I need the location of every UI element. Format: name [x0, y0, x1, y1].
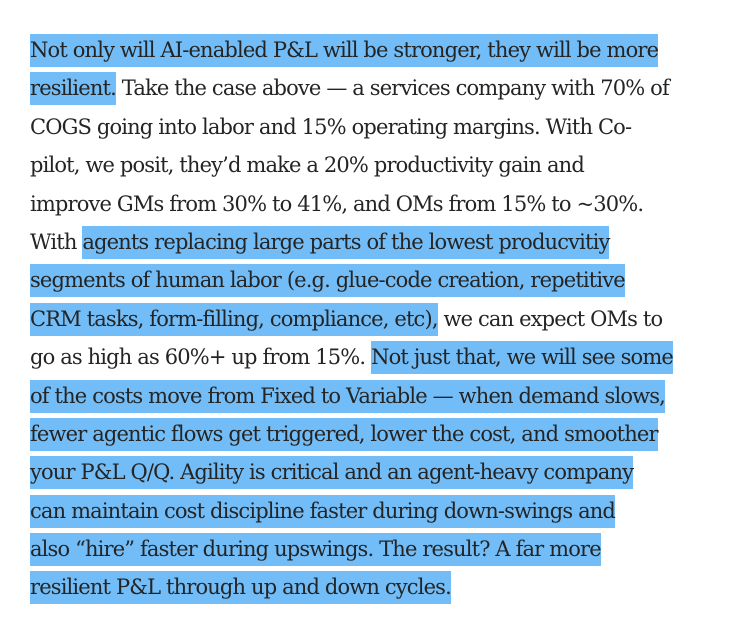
text-line: resilient. Take the case above — a servi…	[30, 69, 720, 107]
highlighted-text[interactable]: your P&L Q/Q. Agility is critical and an…	[30, 456, 634, 490]
plain-text[interactable]: improve GMs from 30% to 41%, and OMs fro…	[30, 191, 644, 216]
text-line: of the costs move from Fixed to Variable…	[30, 377, 720, 415]
text-line: pilot, we posit, they’d make a 20% produ…	[30, 146, 720, 184]
plain-text[interactable]: With	[30, 229, 83, 254]
plain-text[interactable]: go as high as 60%+ up from 15%.	[30, 345, 372, 370]
article-paragraph[interactable]: Not only will AI-enabled P&L will be str…	[30, 31, 720, 607]
text-line: Not only will AI-enabled P&L will be str…	[30, 31, 720, 69]
plain-text[interactable]: COGS going into labor and 15% operating …	[30, 114, 632, 139]
text-line: improve GMs from 30% to 41%, and OMs fro…	[30, 185, 720, 223]
text-line: COGS going into labor and 15% operating …	[30, 108, 720, 146]
text-line: CRM tasks, form-filling, compliance, etc…	[30, 300, 720, 338]
text-line: go as high as 60%+ up from 15%. Not just…	[30, 338, 720, 376]
text-line: With agents replacing large parts of the…	[30, 223, 720, 261]
highlighted-text[interactable]: also “hire” faster during upswings. The …	[30, 533, 602, 567]
text-line: your P&L Q/Q. Agility is critical and an…	[30, 453, 720, 491]
plain-text[interactable]: we can expect OMs to	[437, 306, 663, 331]
text-line: resilient P&L through up and down cycles…	[30, 568, 720, 606]
highlighted-text[interactable]: agents replacing large parts of the lowe…	[82, 225, 610, 259]
highlighted-text[interactable]: Not only will AI-enabled P&L will be str…	[30, 34, 659, 67]
text-line: also “hire” faster during upswings. The …	[30, 530, 720, 568]
highlighted-text[interactable]: can maintain cost discipline faster duri…	[30, 494, 616, 528]
highlighted-text[interactable]: fewer agentic flows get triggered, lower…	[30, 417, 659, 451]
text-line: can maintain cost discipline faster duri…	[30, 492, 720, 530]
highlighted-text[interactable]: Not just that, we will see some	[371, 341, 674, 375]
text-line: segments of human labor (e.g. glue-code …	[30, 261, 720, 299]
highlighted-text[interactable]: of the costs move from Fixed to Variable…	[30, 379, 666, 413]
plain-text[interactable]: pilot, we posit, they’d make a 20% produ…	[30, 153, 585, 178]
text-line: fewer agentic flows get triggered, lower…	[30, 415, 720, 453]
highlighted-text[interactable]: resilient.	[30, 72, 117, 106]
highlighted-text[interactable]: segments of human labor (e.g. glue-code …	[30, 264, 626, 298]
plain-text[interactable]: Take the case above — a services company…	[115, 76, 670, 101]
highlighted-text[interactable]: resilient P&L through up and down cycles…	[30, 571, 452, 605]
highlighted-text[interactable]: CRM tasks, form-filling, compliance, etc…	[30, 302, 438, 336]
